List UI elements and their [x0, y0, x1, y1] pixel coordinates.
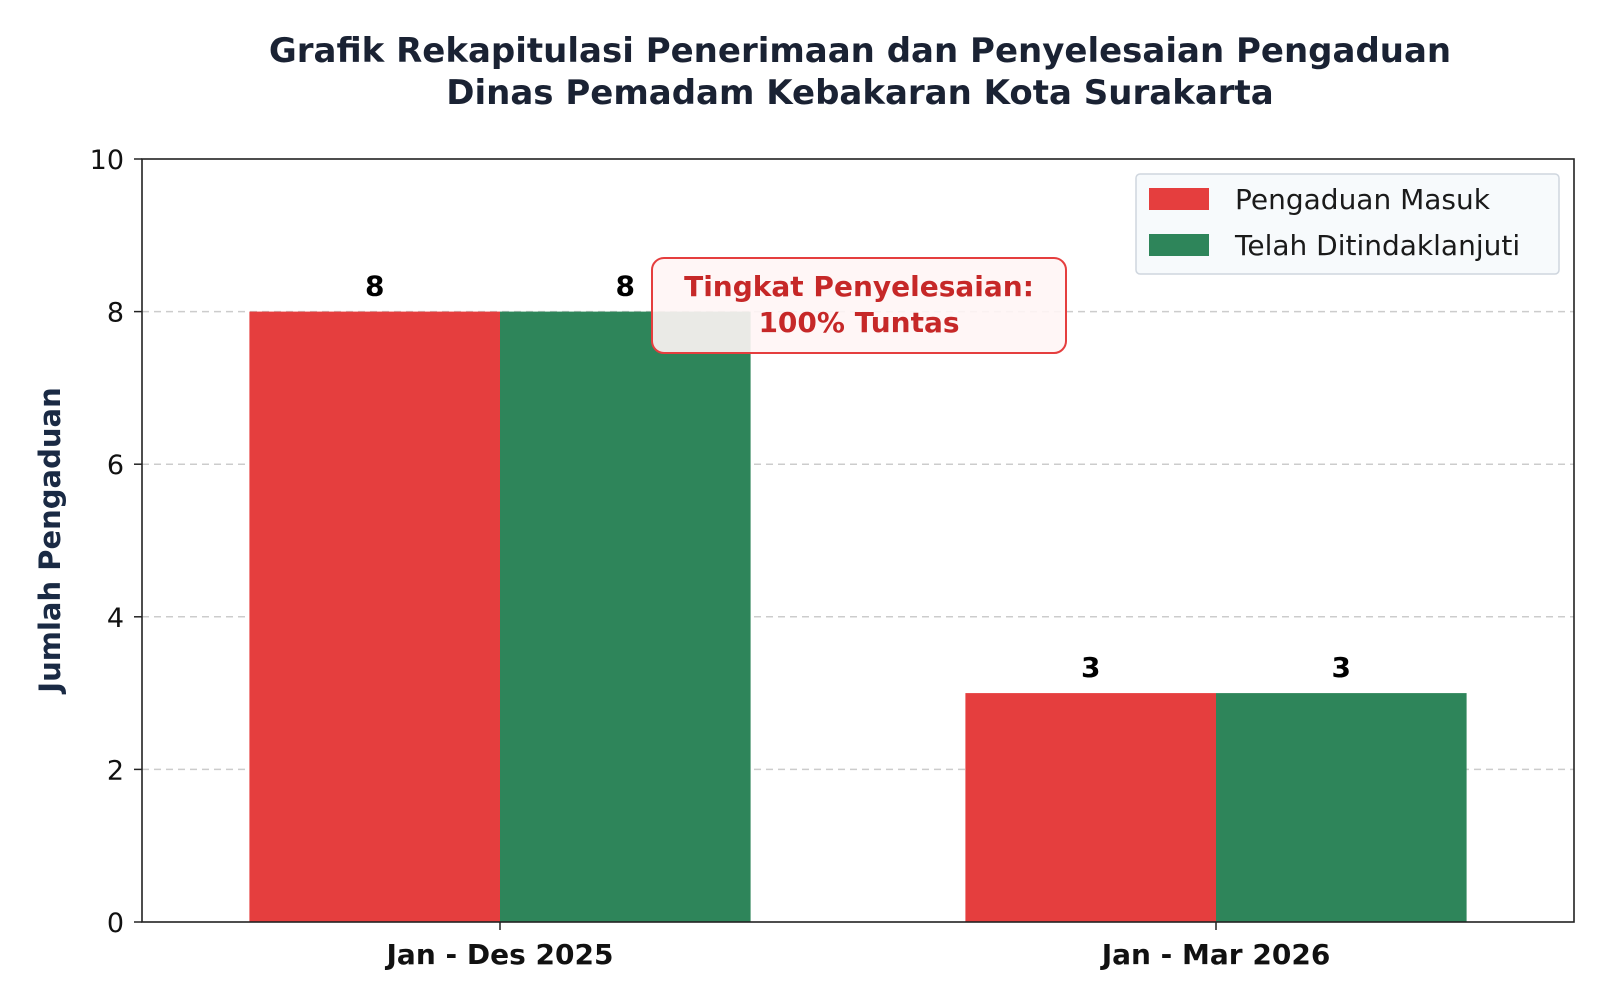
y-tick-label-2: 2 — [107, 755, 124, 786]
annotation-box: Tingkat Penyelesaian: 100% Tuntas — [651, 257, 1067, 354]
plot-frame — [141, 158, 1575, 923]
annotation-line-1: Tingkat Penyelesaian: — [684, 270, 1034, 303]
y-tick-label-8: 8 — [107, 298, 124, 329]
bars — [249, 311, 1467, 923]
bar-series-0-cat-1 — [965, 693, 1216, 922]
bar-series-0-cat-0 — [249, 311, 500, 923]
legend-box — [1135, 173, 1560, 275]
legend-swatch-telah-ditindaklanjuti — [1149, 234, 1209, 256]
annotation-line-2: 100% Tuntas — [758, 306, 959, 339]
bar-series-1-cat-1 — [1216, 693, 1467, 922]
legend-swatch-pengaduan-masuk — [1149, 188, 1209, 210]
bar-value-label-series-1-cat-0: 8 — [616, 270, 635, 303]
annotation-background — [651, 257, 1067, 354]
y-tick-label-6: 6 — [107, 450, 124, 481]
legend-label-telah-ditindaklanjuti: Telah Ditindaklanjuti — [1234, 229, 1520, 262]
bar-value-label-series-0-cat-1: 3 — [1081, 651, 1100, 684]
bar-series-1-cat-0 — [500, 311, 751, 923]
x-tick-label-0: Jan - Des 2025 — [385, 938, 614, 971]
chart-title: Grafik Rekapitulasi Penerimaan dan Penye… — [269, 31, 1451, 71]
x-tick-label-1: Jan - Mar 2026 — [1100, 938, 1331, 971]
y-tick-label-4: 4 — [107, 603, 124, 634]
bar-value-labels: 8 8 3 3 — [365, 270, 1351, 684]
y-axis-label: Jumlah Pengaduan — [33, 387, 67, 694]
legend: Pengaduan Masuk Telah Ditindaklanjuti — [1135, 173, 1560, 275]
x-axis: Jan - Des 2025 Jan - Mar 2026 — [385, 922, 1331, 971]
legend-label-pengaduan-masuk: Pengaduan Masuk — [1235, 183, 1491, 216]
bar-value-label-series-0-cat-0: 8 — [365, 270, 384, 303]
y-tick-label-0: 0 — [107, 908, 124, 939]
y-tick-label-10: 10 — [90, 145, 124, 176]
chart-subtitle: Dinas Pemadam Kebakaran Kota Surakarta — [446, 73, 1273, 113]
bar-value-label-series-1-cat-1: 3 — [1332, 651, 1351, 684]
y-axis: 0 2 4 6 8 10 — [90, 145, 142, 939]
